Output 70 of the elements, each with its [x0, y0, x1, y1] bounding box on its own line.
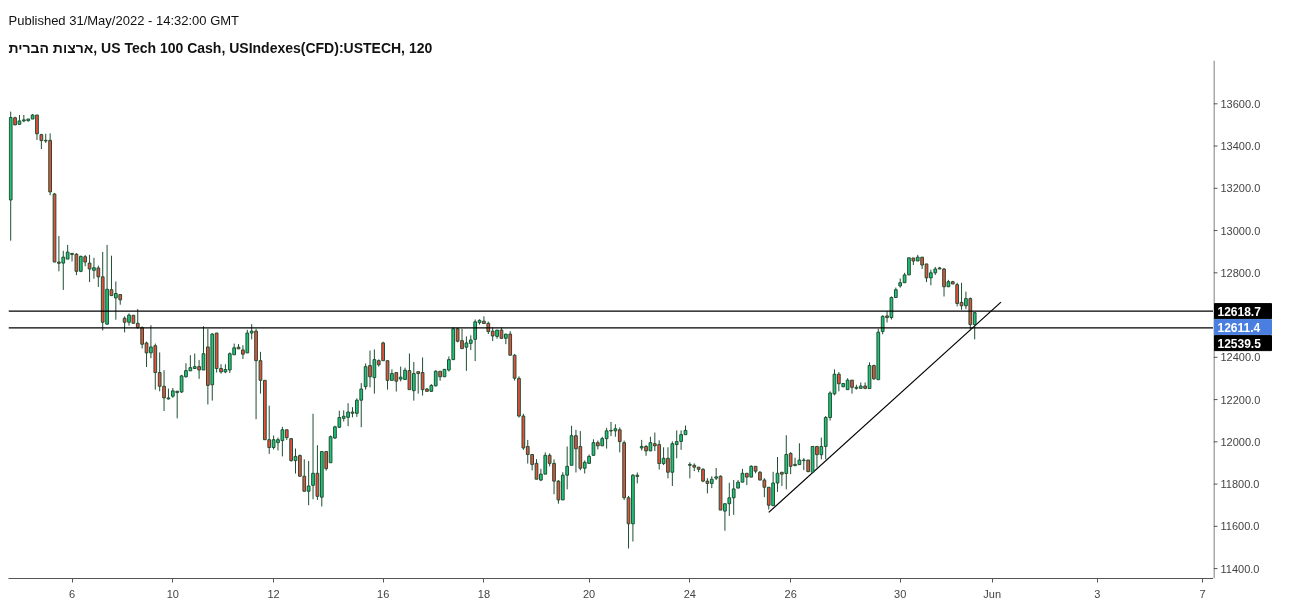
candlestick: [793, 457, 797, 467]
candlestick: [679, 429, 683, 451]
candlestick: [346, 402, 350, 427]
candlestick: [302, 458, 307, 492]
candlestick: [411, 361, 416, 402]
candlestick: [788, 451, 793, 475]
candlestick: [368, 350, 372, 388]
candlestick: [87, 254, 92, 283]
x-tick-label: 10: [166, 587, 179, 600]
candlestick: [657, 439, 662, 470]
candlestick: [74, 252, 79, 276]
candlestick: [644, 444, 648, 457]
candlestick: [784, 434, 789, 490]
y-tick-label: 12800.0: [1220, 266, 1261, 279]
candlestick: [416, 371, 421, 395]
candlestick: [797, 442, 802, 466]
x-tick-label: 12: [267, 587, 280, 600]
x-tick-label: Jun: [983, 587, 1002, 600]
y-tick-label: 12400.0: [1220, 351, 1261, 364]
text: 12611.4: [1217, 320, 1261, 335]
y-tick-label: 12000.0: [1220, 435, 1261, 448]
y-tick-label: 11400.0: [1220, 562, 1260, 575]
candlestick: [227, 351, 232, 374]
candlestick: [955, 282, 960, 307]
x-tick-label: 6: [68, 587, 76, 600]
candlestick: [473, 319, 478, 362]
candlestick: [815, 445, 819, 469]
y-tick-label: 13000.0: [1220, 224, 1261, 237]
chart-title: ארצות הברית, US Tech 100 Cash, USIndexes(CFD):USTECH, 120: [8, 39, 433, 56]
candlestick: [394, 372, 399, 393]
ref-line-label: 12618.7: [1217, 304, 1262, 319]
candlestick: [666, 446, 670, 479]
x-tick-label: 30: [894, 587, 907, 600]
y-tick-label: 13200.0: [1220, 182, 1261, 195]
candlestick: [727, 482, 732, 517]
candlestick: [92, 257, 96, 280]
x-tick-label: 18: [477, 587, 491, 600]
chart-subtitle: Published 31/May/2022 - 14:32:00 GMT: [8, 12, 240, 28]
candlestick: [867, 361, 872, 390]
candlestick: [464, 335, 469, 372]
candlestick: [609, 421, 613, 437]
x-tick-label: 20: [582, 587, 596, 600]
x-tick-label: 24: [683, 587, 697, 600]
candlestick: [311, 413, 315, 500]
candlestick: [880, 314, 885, 335]
ref-line-label: 12539.5: [1217, 336, 1262, 351]
candlestick: [578, 430, 583, 471]
y-tick-label: 11800.0: [1220, 478, 1260, 491]
candlestick: [280, 426, 285, 457]
x-tick-label: 7: [1199, 587, 1206, 600]
candlestick: [420, 357, 425, 397]
candlestick: [407, 353, 412, 391]
candlestick: [372, 349, 377, 395]
candlestick: [574, 429, 578, 473]
y-tick-label: 13600.0: [1220, 97, 1261, 110]
candlestick: [688, 461, 692, 479]
x-tick-label: 16: [377, 587, 390, 600]
candlestick: [359, 382, 364, 428]
candlestick: [942, 267, 946, 297]
y-tick-label: 13400.0: [1220, 140, 1261, 153]
candlestick: [460, 328, 464, 350]
candlestick: [731, 479, 736, 516]
x-tick-label: 26: [784, 587, 797, 600]
y-tick-label: 12200.0: [1220, 393, 1261, 406]
candlestick: [35, 114, 39, 141]
x-tick-label: 3: [1094, 587, 1101, 600]
y-tick-label: 11600.0: [1220, 520, 1260, 533]
candlestick: [162, 369, 166, 412]
candlestick: [959, 282, 964, 311]
candlestick: [534, 458, 539, 480]
